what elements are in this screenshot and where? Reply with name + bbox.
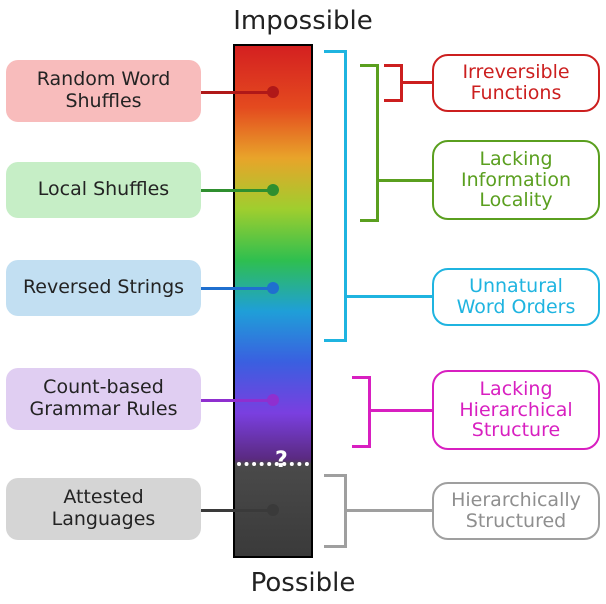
bracket-br-cyan <box>344 50 347 342</box>
gradient-fill <box>235 46 311 556</box>
left-box-local-shuffles: Local Shuffles <box>6 162 201 218</box>
connector-local-shuffles <box>201 189 273 192</box>
boundary-line <box>237 462 309 466</box>
connector-attested <box>201 509 273 512</box>
right-box-structured: Hierarchically Structured <box>432 482 600 540</box>
right-box-locality: Lacking Information Locality <box>432 140 600 220</box>
connector-count-grammar <box>201 399 273 402</box>
right-box-unnatural: Unnatural Word Orders <box>432 268 600 326</box>
bracket-br-magenta <box>368 376 371 448</box>
gradient-bar <box>233 44 313 558</box>
right-box-hierarchical: Lacking Hierarchical Structure <box>432 370 600 450</box>
left-box-reversed-strings: Reversed Strings <box>6 260 201 316</box>
dot-local-shuffles <box>267 184 279 196</box>
left-box-attested: Attested Languages <box>6 478 201 540</box>
right-box-irreversible: Irreversible Functions <box>432 54 600 112</box>
bracket-br-red <box>400 64 403 102</box>
dot-count-grammar <box>267 394 279 406</box>
title-impossible: Impossible <box>0 6 606 36</box>
bracket-br-green <box>376 64 379 222</box>
dot-random-shuffles <box>267 86 279 98</box>
dot-reversed-strings <box>267 282 279 294</box>
title-possible: Possible <box>0 568 606 598</box>
bracket-br-gray <box>344 474 347 548</box>
left-box-count-grammar: Count-based Grammar Rules <box>6 368 201 430</box>
left-box-random-shuffles: Random Word Shuffles <box>6 60 201 122</box>
connector-random-shuffles <box>201 91 273 94</box>
dot-attested <box>267 504 279 516</box>
connector-reversed-strings <box>201 287 273 290</box>
boundary-question-mark: ? <box>275 448 288 473</box>
